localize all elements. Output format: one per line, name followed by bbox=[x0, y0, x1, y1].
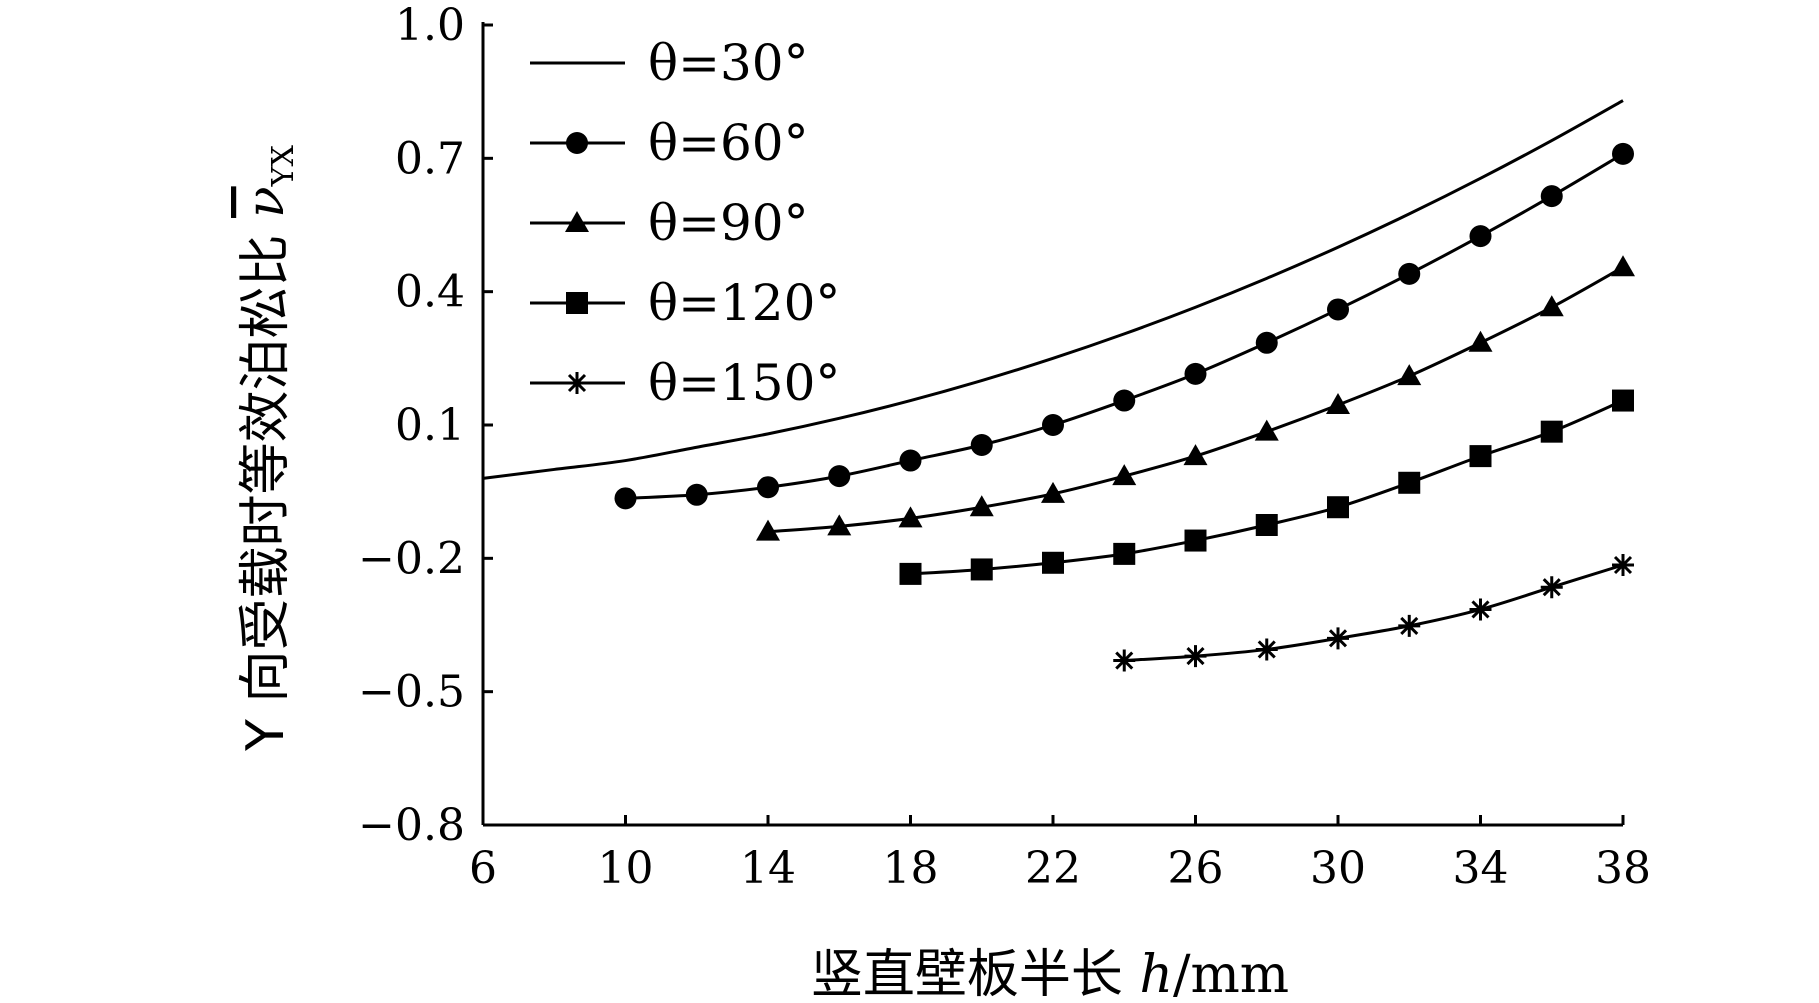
data-point bbox=[1468, 330, 1493, 352]
x-tick-label: 6 bbox=[469, 843, 497, 894]
data-point bbox=[1397, 364, 1422, 386]
data-point bbox=[1113, 542, 1136, 565]
data-point bbox=[970, 558, 993, 581]
data-point bbox=[1539, 295, 1564, 317]
data-point bbox=[1469, 225, 1492, 248]
data-point bbox=[1469, 445, 1492, 468]
data-point bbox=[1398, 262, 1421, 285]
legend-item: θ=120° bbox=[530, 274, 840, 332]
data-point bbox=[1612, 389, 1634, 412]
data-point bbox=[1042, 414, 1064, 436]
legend-item: θ=30° bbox=[530, 34, 809, 92]
x-tick-label: 22 bbox=[1025, 843, 1081, 894]
data-point bbox=[1255, 514, 1278, 536]
data-point bbox=[898, 506, 923, 528]
data-point bbox=[1469, 598, 1492, 621]
data-point bbox=[1327, 627, 1349, 650]
y-axis-label-symbol: ν bbox=[236, 186, 296, 218]
series-5 bbox=[1113, 554, 1634, 672]
data-point bbox=[827, 514, 852, 536]
data-point bbox=[1112, 464, 1137, 486]
series-2 bbox=[614, 142, 1634, 510]
series-layer bbox=[482, 99, 1635, 672]
data-point bbox=[1327, 298, 1349, 321]
x-axis-label: 竖直壁板半长 h/mm bbox=[811, 945, 1289, 1003]
data-point bbox=[1254, 419, 1279, 441]
legend-label: θ=90° bbox=[648, 194, 809, 252]
legend-label: θ=30° bbox=[648, 34, 809, 92]
data-point bbox=[1183, 444, 1208, 466]
y-tick-label: 0.4 bbox=[395, 267, 465, 318]
x-tick-label: 18 bbox=[883, 843, 939, 894]
x-tick-label: 26 bbox=[1168, 843, 1224, 894]
series-line bbox=[482, 99, 1624, 480]
x-tick-label: 14 bbox=[740, 843, 796, 894]
series-4 bbox=[899, 389, 1634, 585]
data-point bbox=[1612, 142, 1634, 165]
y-tick-label: −0.2 bbox=[358, 533, 465, 584]
data-point bbox=[1184, 529, 1207, 552]
legend-marker bbox=[566, 292, 588, 314]
y-tick-label: 0.7 bbox=[395, 133, 465, 184]
legend-label: θ=120° bbox=[648, 274, 840, 332]
legend-label: θ=60° bbox=[648, 114, 809, 172]
series-line bbox=[1124, 563, 1624, 663]
data-point bbox=[1255, 331, 1278, 354]
data-point bbox=[756, 519, 780, 541]
data-point bbox=[1113, 389, 1136, 412]
data-point bbox=[1327, 496, 1349, 519]
y-axis-label: Y 向受载时等效泊松比 νYX bbox=[236, 145, 301, 752]
data-point bbox=[1398, 471, 1421, 494]
x-axis-label-text: 竖直壁板半长 bbox=[811, 945, 1140, 1003]
legend-label: θ=150° bbox=[648, 354, 840, 412]
data-point bbox=[899, 562, 922, 585]
legend-item: θ=60° bbox=[530, 114, 809, 172]
x-tick-label: 10 bbox=[598, 843, 654, 894]
legend-marker bbox=[566, 372, 588, 394]
data-point bbox=[970, 434, 993, 456]
x-axis-label-unit: /mm bbox=[1173, 945, 1289, 1003]
axes: 1.0 0.7 0.4 0.1 −0.2 −0.5 −0.86 10 14 18 22 26 30 34 3… bbox=[358, 0, 1651, 894]
data-point bbox=[1540, 420, 1563, 443]
y-tick-label: −0.8 bbox=[358, 800, 465, 851]
data-point bbox=[1398, 614, 1421, 637]
data-point bbox=[1184, 645, 1207, 668]
data-point bbox=[685, 483, 708, 506]
series-1 bbox=[482, 99, 1624, 480]
legend-marker bbox=[566, 132, 588, 154]
x-axis-label-var: h bbox=[1139, 945, 1173, 1003]
data-point bbox=[1611, 255, 1635, 277]
y-tick-label: −0.5 bbox=[358, 667, 465, 718]
x-tick-label: 38 bbox=[1595, 843, 1651, 894]
data-point bbox=[1612, 554, 1634, 576]
data-point bbox=[828, 465, 851, 488]
data-point bbox=[1041, 481, 1065, 503]
data-point bbox=[1113, 649, 1136, 672]
data-point bbox=[1184, 362, 1207, 385]
data-point bbox=[899, 449, 922, 472]
y-axis-label-text: Y 向受载时等效泊松比 bbox=[236, 218, 296, 752]
x-tick-label: 34 bbox=[1453, 843, 1509, 894]
data-point bbox=[1042, 551, 1064, 574]
legend-marker bbox=[565, 211, 589, 232]
data-point bbox=[969, 495, 994, 517]
data-point bbox=[1255, 638, 1278, 661]
data-point bbox=[1326, 393, 1350, 414]
y-tick-label: 0.1 bbox=[395, 400, 465, 451]
legend-item: θ=90° bbox=[530, 194, 809, 252]
legend: θ=30° θ=60° θ=90° θ=120° θ=150° bbox=[530, 34, 840, 412]
legend-item: θ=150° bbox=[530, 354, 840, 412]
data-point bbox=[757, 476, 779, 499]
data-point bbox=[1540, 576, 1563, 599]
x-tick-label: 30 bbox=[1310, 843, 1366, 894]
y-tick-label: 1.0 bbox=[395, 0, 465, 51]
data-point bbox=[1540, 185, 1563, 208]
data-point bbox=[614, 487, 637, 510]
y-axis-label-sub: YX bbox=[266, 145, 301, 188]
series-3 bbox=[756, 255, 1635, 541]
